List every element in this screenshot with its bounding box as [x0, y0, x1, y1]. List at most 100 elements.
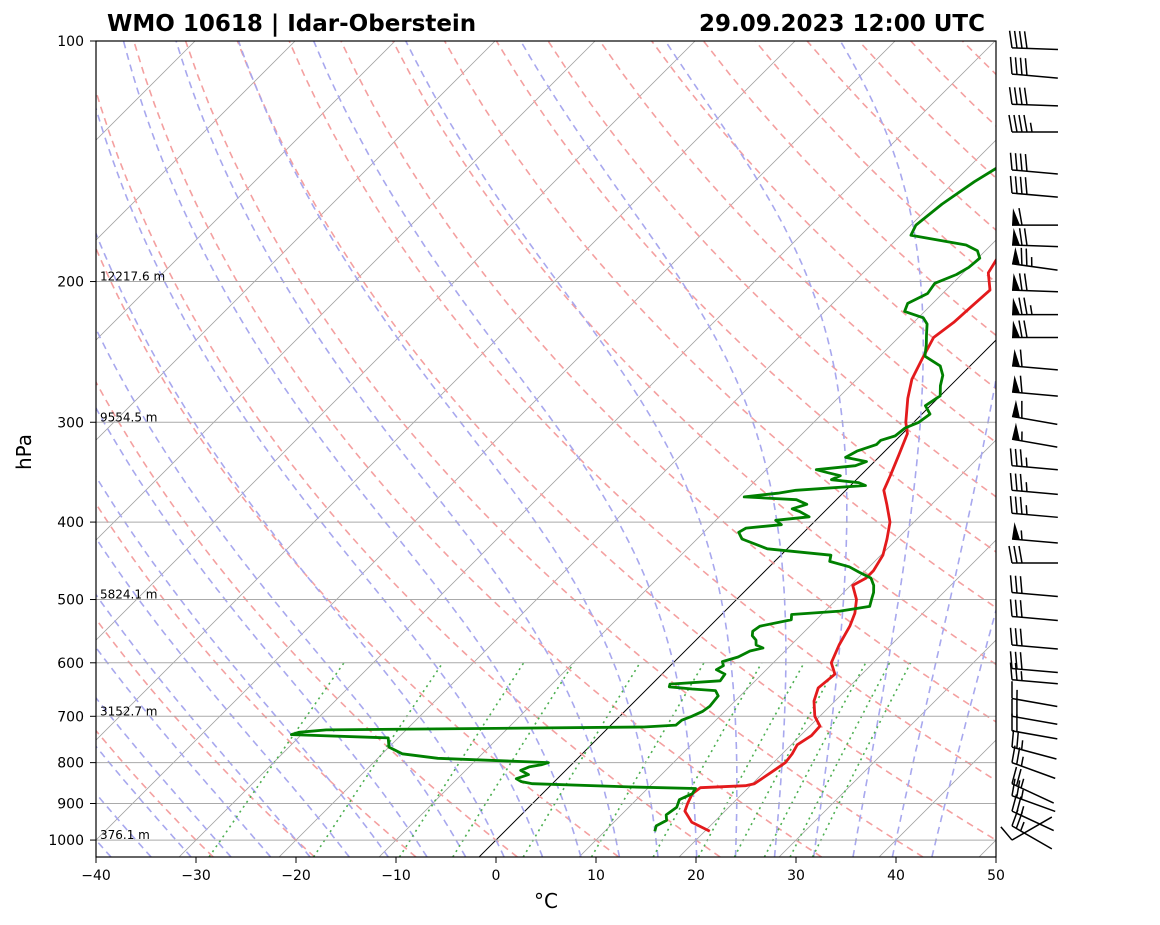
height-labels: 12217.6 m 9554.5 m 5824.1 m 3152.7 m 376.1 m [100, 270, 165, 843]
barb-flag [1019, 576, 1023, 594]
barb-flag [1009, 152, 1013, 171]
wind-barb [1011, 375, 1058, 397]
barb-flag [1023, 273, 1028, 291]
barb-flag [1018, 297, 1023, 315]
barb-pennant [1012, 522, 1020, 540]
barb-flag [1013, 87, 1018, 105]
wind-barb [1009, 651, 1058, 674]
isotherm-line [278, 139, 996, 857]
mixing-ratio-line [590, 662, 705, 857]
wind-barb [1009, 496, 1058, 519]
wind-barb [1009, 473, 1058, 496]
x-tick-label: 20 [687, 868, 705, 884]
y-tick-label: 400 [57, 515, 84, 531]
barb-flag [1008, 30, 1013, 48]
y-tick-label: 600 [57, 656, 84, 672]
barb-shaft [1011, 816, 1053, 841]
height-label: 376.1 m [100, 828, 150, 842]
barb-flag [1023, 320, 1028, 338]
moist-adiabat-line [96, 327, 467, 857]
barb-shaft [1011, 746, 1057, 760]
barb-flag [1018, 545, 1023, 564]
chart-title-time: 29.09.2023 12:00 UTC [699, 11, 985, 37]
wind-barb [1011, 766, 1055, 804]
x-tick-label: 10 [587, 868, 605, 884]
barb-flag [1024, 153, 1028, 172]
dry-adiabat-line [236, 41, 996, 842]
moist-adiabat-line [96, 406, 428, 857]
x-tick-label: −10 [381, 868, 411, 884]
chart-title-station: WMO 10618 | Idar-Oberstein [107, 11, 476, 37]
y-tick-label: 100 [57, 34, 84, 50]
isotherm-line [96, 41, 696, 641]
x-tick-label: −20 [281, 868, 311, 884]
wind-barb [1011, 699, 1058, 726]
barb-flag [1015, 780, 1021, 798]
barb-pennant [1012, 399, 1020, 418]
barb-flag [1009, 448, 1013, 466]
wind-barb [1011, 681, 1058, 708]
wind-barb [1011, 228, 1058, 248]
barb-flag [1011, 778, 1016, 796]
barb-half-flag [1029, 305, 1033, 315]
isobar-lines [96, 41, 996, 841]
barb-pennant [1012, 247, 1020, 265]
barb-shaft [1011, 73, 1058, 79]
moist-adiabat-line [175, 41, 621, 857]
moist-adiabat-line [96, 593, 311, 857]
barb-flag [1018, 208, 1023, 226]
barb-flag [1019, 600, 1023, 618]
barb-flag [1015, 747, 1021, 765]
dry-adiabat-line [133, 41, 823, 857]
y-tick-label: 800 [57, 756, 84, 772]
barb-flag [1023, 297, 1028, 315]
barb-shaft [1011, 489, 1058, 496]
x-tick-label: −40 [81, 868, 111, 884]
wind-barb [1008, 545, 1058, 564]
isotherm-line [978, 839, 996, 857]
isotherm-line [478, 339, 996, 857]
mixing-ratio-line [522, 662, 641, 857]
x-tick-label: 40 [887, 868, 905, 884]
barb-flag [1018, 228, 1023, 246]
dry-adiabat-line [96, 246, 620, 857]
barb-shaft [1011, 761, 1056, 780]
barb-half-flag [1020, 740, 1024, 750]
barb-shaft [1011, 644, 1058, 650]
dry-adiabat-line [288, 41, 996, 782]
barb-flag [1023, 31, 1028, 49]
isotherm-line [678, 539, 996, 857]
barb-shaft [1011, 697, 1058, 708]
dry-adiabat-line [651, 41, 996, 390]
barb-half-flag [1020, 756, 1024, 767]
y-tick-label: 900 [57, 797, 84, 813]
barb-pennant [1012, 349, 1020, 367]
moist-adiabat-line [96, 745, 192, 857]
barb-half-flag [1025, 482, 1028, 492]
barb-flag [1014, 496, 1018, 514]
wind-barb [1011, 349, 1058, 371]
barb-pennant [1012, 375, 1020, 393]
barb-shaft [1011, 169, 1058, 175]
barb-shaft [1011, 825, 1053, 850]
barb-flag [1009, 651, 1013, 669]
wind-barb [1009, 662, 1058, 685]
barb-flag [1018, 31, 1023, 49]
barb-flag [1014, 575, 1018, 594]
barb-flag [1014, 153, 1018, 171]
barb-half-flag [1019, 821, 1025, 832]
dry-adiabat-line [96, 617, 316, 857]
barb-flag [1000, 826, 1013, 841]
wind-barb [1012, 208, 1058, 226]
barb-half-flag [1025, 457, 1028, 468]
moist-adiabat-line [96, 646, 272, 857]
isotherm-line [878, 739, 996, 857]
y-tick-label: 300 [57, 415, 84, 431]
wind-barb [1011, 422, 1058, 448]
barb-flag [1008, 545, 1013, 564]
wind-barb [1011, 522, 1058, 544]
moist-adiabat-line [96, 696, 232, 857]
wind-barb [1009, 448, 1058, 471]
wind-barb [1009, 599, 1058, 622]
